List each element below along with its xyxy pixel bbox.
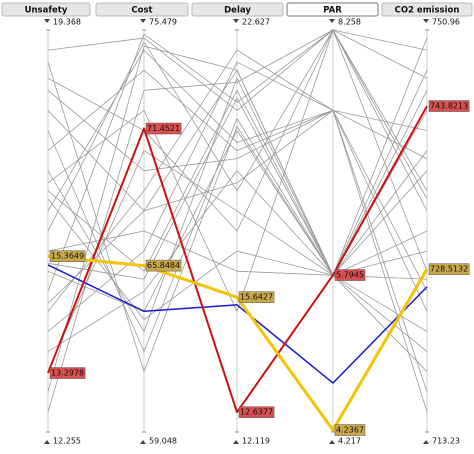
axis-max-label: 22.627: [242, 18, 270, 27]
value-label: 728.5132: [428, 263, 470, 275]
value-label-box: [49, 367, 86, 379]
value-label: 15.6427: [238, 291, 275, 303]
axis-header: Unsafety: [25, 6, 68, 16]
value-label-text: 5.7945: [336, 271, 364, 280]
axis-min-label: 4.217: [338, 437, 361, 446]
value-label-box: [49, 250, 86, 262]
value-label-text: 15.3649: [51, 252, 84, 261]
value-label-text: 4.2367: [336, 426, 364, 435]
data-line: [47, 49, 428, 212]
value-label-box: [428, 263, 470, 275]
axis-max-label: 19.368: [53, 18, 81, 27]
value-label-text: 13.2978: [51, 369, 84, 378]
axis-header-button[interactable]: [286, 2, 379, 17]
axis-header: Cost: [131, 6, 152, 16]
data-line: [47, 45, 428, 392]
data-line: [47, 118, 428, 353]
axis-min-label: 713.23: [432, 437, 460, 446]
value-label-text: 728.5132: [430, 265, 468, 274]
data-line: [47, 109, 428, 304]
value-label: 4.2367: [334, 424, 366, 436]
data-line: [47, 97, 428, 332]
axis-header-button[interactable]: [381, 2, 473, 17]
axis-header-button[interactable]: [95, 2, 189, 17]
value-label-box: [145, 122, 182, 135]
axis-up-arrow[interactable]: [233, 440, 239, 444]
value-label-box: [334, 424, 366, 436]
data-line: [47, 49, 428, 392]
axis-down-arrow[interactable]: [329, 19, 335, 23]
data-line: [47, 254, 429, 432]
value-label: 13.2978: [49, 367, 86, 379]
data-line: [47, 29, 428, 272]
value-label-text: 12.6377: [240, 408, 273, 417]
value-label: 71.4521: [145, 122, 182, 135]
axis-min-label: 12.119: [242, 437, 270, 446]
data-line: [47, 29, 428, 412]
value-label-text: 65.8484: [147, 261, 180, 270]
value-label-box: [238, 291, 275, 303]
axis-up-arrow[interactable]: [423, 440, 429, 444]
value-label-box: [428, 100, 470, 112]
axis-down-arrow[interactable]: [233, 19, 239, 23]
axis-max-label: 750.96: [432, 18, 460, 27]
axis-header: Delay: [224, 6, 251, 16]
value-label: 65.8484: [145, 259, 182, 272]
data-line: [47, 230, 428, 372]
axis-up-arrow[interactable]: [44, 440, 50, 444]
axis-max-label: 8.258: [338, 18, 361, 27]
value-label-text: 743.8213: [430, 102, 468, 111]
value-label: 12.6377: [238, 406, 275, 418]
value-label-box: [145, 259, 182, 272]
value-label-box: [334, 269, 366, 281]
axis-header-button[interactable]: [1, 2, 91, 17]
data-line: [47, 29, 428, 232]
axis-down-arrow[interactable]: [140, 19, 146, 23]
data-line: [47, 264, 428, 384]
axis-header-button[interactable]: [191, 2, 284, 17]
value-label-text: 71.4521: [147, 124, 180, 133]
value-label: 743.8213: [428, 100, 470, 112]
data-line: [47, 89, 428, 413]
data-line: [47, 89, 428, 352]
value-label-text: 15.6427: [240, 293, 273, 302]
axis-min-label: 12.255: [53, 437, 81, 446]
axis-up-arrow[interactable]: [140, 440, 146, 444]
axis-header: PAR: [323, 6, 342, 16]
data-line: [47, 29, 428, 312]
value-label: 5.7945: [334, 269, 366, 281]
axis-up-arrow[interactable]: [329, 440, 335, 444]
data-line: [47, 170, 428, 352]
data-line: [47, 69, 428, 312]
axis-down-arrow[interactable]: [423, 19, 429, 23]
axis-down-arrow[interactable]: [44, 19, 50, 23]
data-line: [47, 130, 428, 312]
value-label: 15.3649: [49, 250, 86, 262]
axis-header: CO2 emission: [395, 6, 460, 16]
value-label-box: [238, 406, 275, 418]
data-line: [47, 29, 428, 292]
axis-max-label: 75.479: [149, 18, 177, 27]
axis-min-label: 59.048: [149, 437, 177, 446]
data-line: [47, 29, 428, 192]
data-line: [47, 105, 428, 414]
data-line: [47, 37, 428, 373]
